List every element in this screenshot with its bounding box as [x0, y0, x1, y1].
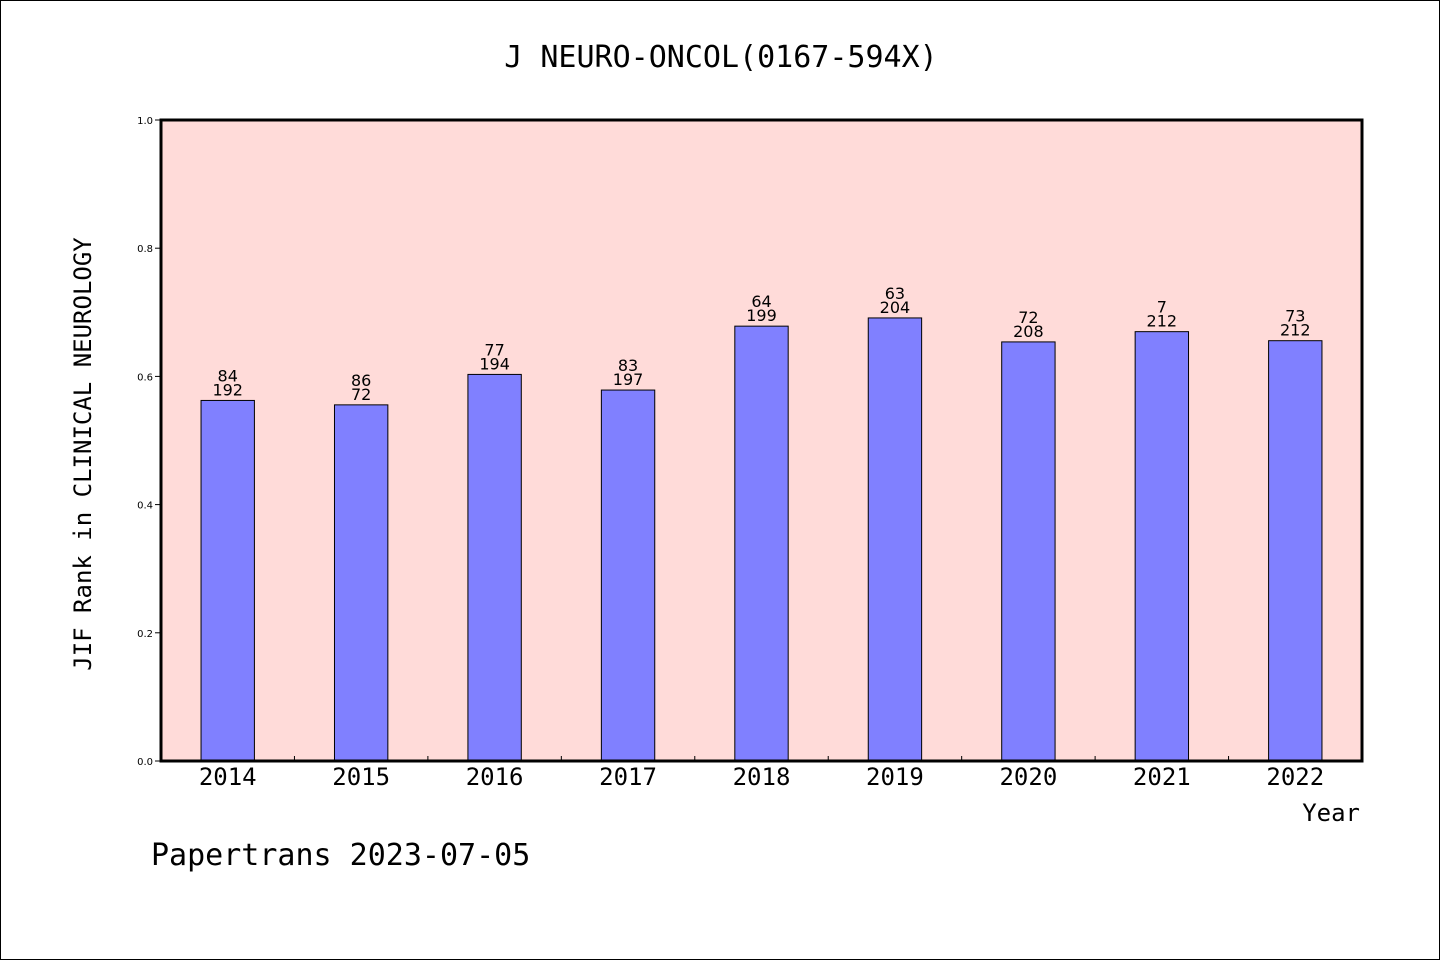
- bar-label-bottom: 194: [479, 354, 510, 373]
- bar-label-top: 64: [751, 292, 771, 311]
- bar-label-top: 7: [1157, 298, 1167, 317]
- y-tick-label: 0.2: [137, 629, 153, 640]
- bar-2015: [333, 404, 389, 762]
- x-tick-label: 2018: [733, 763, 791, 791]
- y-tick-label: 1.0: [137, 116, 153, 127]
- bar-2014: [200, 399, 255, 762]
- bar-label-bottom: 212: [1280, 321, 1311, 340]
- bar-2017: [600, 389, 656, 762]
- y-tick-label: 0.6: [137, 372, 153, 383]
- bar-label-bottom: 204: [880, 298, 911, 317]
- x-tick-label: 2021: [1133, 763, 1191, 791]
- chart-title: J NEURO-ONCOL(0167-594X): [504, 40, 937, 75]
- y-tick-label: 0.8: [137, 244, 153, 255]
- footer-credit: Papertrans 2023-07-05: [151, 838, 530, 873]
- y-axis-label: JIF Rank in CLINICAL NEUROLOGY: [69, 237, 97, 671]
- x-axis: 2014 2015 2016 2017 2018 2019 2020 2021 2022: [199, 756, 1324, 791]
- bar-label-top: 83: [618, 356, 638, 375]
- y-tick-label: 0.4: [137, 501, 153, 512]
- bar-label-top: 77: [484, 340, 504, 359]
- bar-label-bottom: 212: [1147, 312, 1178, 331]
- bar-label-top: 84: [218, 366, 238, 385]
- x-tick-label: 2020: [999, 763, 1057, 791]
- bar-label-top: 72: [1018, 308, 1038, 327]
- bar-2022: [1268, 340, 1323, 762]
- bar-2018: [734, 325, 789, 762]
- x-tick-label: 2019: [866, 763, 924, 791]
- bar-label-bottom: 208: [1013, 322, 1044, 341]
- x-tick-label: 2014: [199, 763, 257, 791]
- bar-2021: [1134, 331, 1190, 762]
- bar-label-bottom: 197: [613, 370, 644, 389]
- x-tick-label: 2016: [466, 763, 524, 791]
- plot-border: [159, 118, 1364, 763]
- bar-label-top: 73: [1285, 307, 1305, 326]
- bar-label-top: 63: [885, 284, 905, 303]
- bar-label-top: 86: [351, 371, 371, 390]
- x-tick-label: 2022: [1266, 763, 1324, 791]
- bar-label-bottom: 72: [351, 385, 371, 404]
- x-axis-label: Year: [1302, 799, 1360, 827]
- x-tick-label: 2015: [332, 763, 390, 791]
- bar-label-bottom: 199: [746, 306, 777, 325]
- bar-2019: [867, 317, 923, 762]
- bar-label-bottom: 192: [212, 380, 243, 399]
- bar-2016: [467, 373, 522, 762]
- y-axis: 0.0 0.2 0.4 0.6 0.8 1.0: [137, 116, 161, 768]
- y-tick-label: 0.0: [137, 757, 153, 768]
- x-tick-label: 2017: [599, 763, 657, 791]
- bar-2020: [1001, 341, 1056, 762]
